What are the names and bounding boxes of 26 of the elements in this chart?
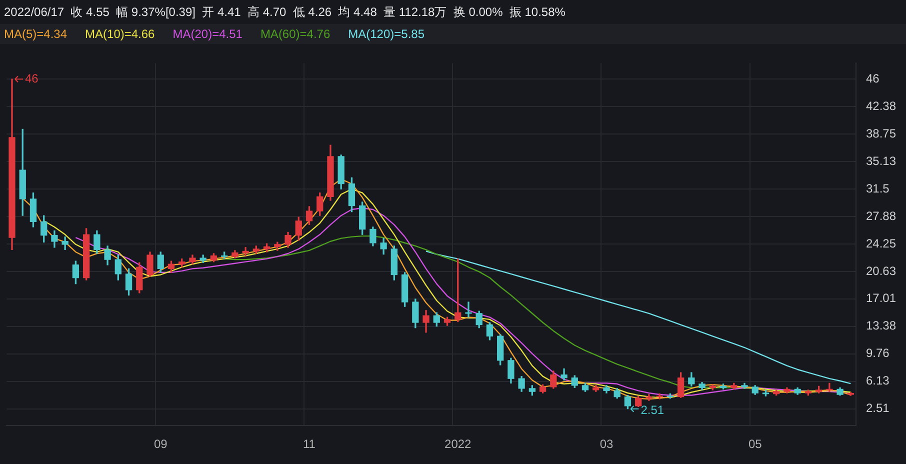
y-tick-label: 9.76 xyxy=(866,346,890,360)
y-tick-label: 42.38 xyxy=(866,98,896,113)
annotation: 2.51 xyxy=(640,403,664,418)
text: MA(10)=4.66 xyxy=(85,27,155,41)
x-tick-label: 09 xyxy=(154,437,168,452)
y-tick-label: 13.38 xyxy=(866,318,896,333)
y-tick-label: 46 xyxy=(866,71,880,86)
text: MA(20)=4.51 xyxy=(172,27,242,41)
y-tick-label: 27.88 xyxy=(866,208,896,223)
annotation: 46 xyxy=(25,71,39,86)
x-tick-label: 2022 xyxy=(444,437,472,452)
y-tick-label: 24.25 xyxy=(866,236,896,250)
y-tick-label: 35.13 xyxy=(866,154,896,168)
y-tick-label: 38.75 xyxy=(866,126,896,140)
x-tick-label: 11 xyxy=(303,437,316,452)
x-tick-label: 05 xyxy=(748,437,762,452)
y-tick-label: 2.51 xyxy=(866,401,890,416)
text: MA(5)=4.34 xyxy=(4,27,68,41)
text: MA(120)=5.85 xyxy=(348,27,425,41)
y-tick-label: 17.01 xyxy=(866,291,896,306)
y-tick-label: 6.13 xyxy=(866,374,890,388)
x-tick-label: 03 xyxy=(600,437,614,452)
chart-title: 2022/06/17 收 4.55 幅 9.37%[0.39] 开 4.41 高 4.70 低 4.26 均 4.48 量 112.18万 换 0.00% 振 10.58% xyxy=(4,4,566,21)
text: MA(60)=4.76 xyxy=(260,27,330,41)
y-tick-label: 31.5 xyxy=(866,181,890,196)
y-tick-label: 20.63 xyxy=(866,264,896,278)
